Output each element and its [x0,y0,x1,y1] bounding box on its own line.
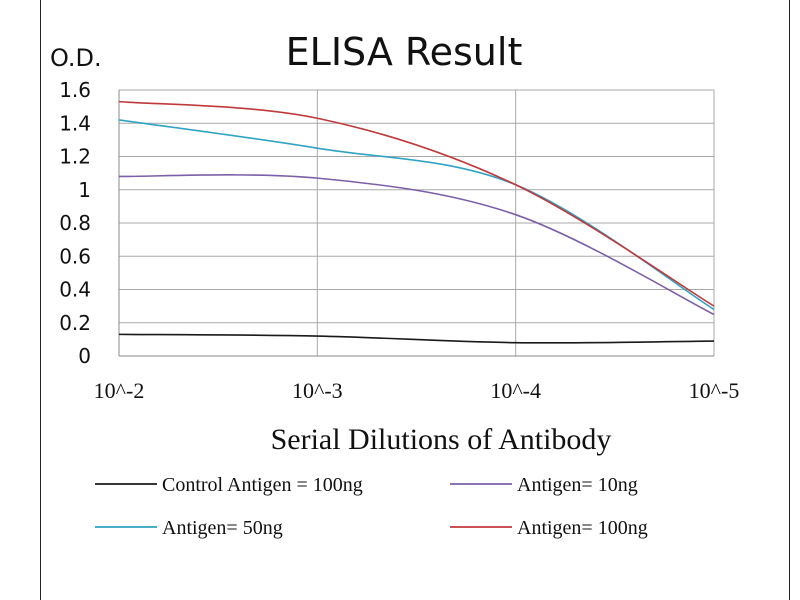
series-line-0 [118,333,715,344]
legend-label: Antigen= 100ng [517,517,648,539]
y-axis-label: O.D. [50,44,102,72]
y-tick-label: 0.6 [59,244,91,268]
series-line-1 [118,174,715,316]
y-tick-label: 1.6 [59,78,91,102]
y-tick-label: 1.4 [59,111,91,135]
legend-label: Antigen= 10ng [517,474,638,496]
y-tick-label: 0.2 [59,311,91,335]
series-line-2 [118,119,715,311]
y-tick-label: 1 [78,178,91,202]
legend-label: Control Antigen = 100ng [162,474,363,496]
legend: Control Antigen = 100ng Antigen= 10ng Anti… [95,474,648,539]
y-tick-label: 1.2 [59,145,91,169]
y-tick-label: 0.8 [59,211,91,235]
x-axis-label: Serial Dilutions of Antibody [271,423,612,456]
x-axis: 10^-2 10^-3 10^-4 10^-5 [94,378,740,403]
legend-label: Antigen= 50ng [162,517,283,539]
series-line-3 [118,100,715,307]
x-tick-label: 10^-3 [292,378,343,403]
x-tick-label: 10^-5 [689,378,740,403]
y-tick-label: 0 [78,344,91,368]
y-tick-label: 0.4 [59,278,91,302]
x-tick-label: 10^-2 [94,378,145,403]
chart-title: ELISA Result [286,30,523,74]
grid [118,89,715,357]
series-layer [118,100,715,344]
y-axis: 0 0.2 0.4 0.6 0.8 1 1.2 1.4 1.6 [59,78,91,368]
plot-area [118,90,714,357]
x-tick-label: 10^-4 [490,378,541,403]
chart-frame [40,0,790,600]
